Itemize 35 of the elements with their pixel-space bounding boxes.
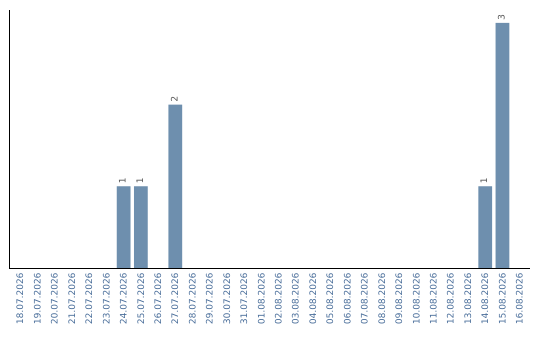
x-tick-label: 15.08.2026	[498, 272, 508, 324]
x-tick-label: 22.07.2026	[85, 272, 96, 324]
x-tick-label: 19.07.2026	[33, 272, 44, 324]
x-tick-label: 24.07.2026	[120, 272, 130, 324]
x-tick-label: 30.07.2026	[222, 272, 233, 324]
x-tick-label: 01.08.2026	[257, 272, 268, 324]
x-tick-label: 28.07.2026	[188, 272, 198, 324]
x-tick-label: 25.07.2026	[136, 272, 147, 324]
x-tick-label: 05.08.2026	[326, 272, 336, 324]
x-tick-label: 13.08.2026	[464, 272, 474, 324]
x-tick-label: 18.07.2026	[16, 272, 26, 324]
x-tick-label: 16.08.2026	[516, 272, 526, 324]
x-tick-label: 06.08.2026	[343, 272, 354, 324]
x-tick-label: 27.07.2026	[171, 272, 182, 324]
data-label: 1	[118, 178, 129, 184]
x-tick-label: 04.08.2026	[308, 272, 319, 324]
x-tick-label: 20.07.2026	[50, 272, 61, 324]
x-tick-label: 14.08.2026	[481, 272, 492, 324]
x-tick-label: 23.07.2026	[102, 272, 112, 324]
data-label: 2	[170, 96, 180, 102]
x-tick-label: 21.07.2026	[68, 272, 78, 324]
x-tick-label: 26.07.2026	[154, 272, 164, 324]
data-label: 1	[480, 178, 490, 184]
x-tick-label: 02.08.2026	[274, 272, 285, 324]
x-tick-label: 10.08.2026	[412, 272, 422, 324]
x-tick-label: 11.08.2026	[430, 272, 440, 324]
x-tick-label: 07.08.2026	[360, 272, 371, 324]
x-tick-label: 09.08.2026	[395, 272, 406, 324]
data-label: 3	[497, 14, 508, 20]
x-tick-label: 12.08.2026	[446, 272, 457, 324]
data-label: 1	[136, 178, 146, 184]
x-tick-label: 31.07.2026	[240, 272, 250, 324]
x-tick-label: 29.07.2026	[206, 272, 216, 324]
x-tick-label: 08.08.2026	[378, 272, 388, 324]
x-tick-label: 03.08.2026	[292, 272, 302, 324]
